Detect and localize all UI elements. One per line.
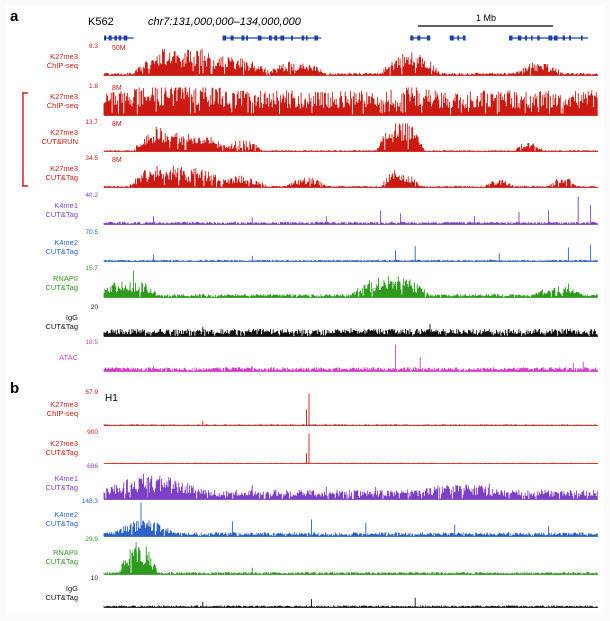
track-signal — [103, 123, 598, 152]
track-scale: 900 — [87, 429, 98, 436]
track-scale: 13.7 — [85, 119, 98, 126]
track-label: IgG CUT&Tag — [45, 313, 78, 331]
scalebar — [418, 25, 553, 27]
track-label: ATAC — [59, 352, 78, 362]
replicate-bracket — [22, 92, 28, 187]
scalebar-label: 1 Mb — [476, 13, 497, 23]
track-scale: 20 — [90, 304, 98, 311]
track-signal — [103, 244, 598, 262]
track-label: K27me3 ChIP-seq — [46, 92, 78, 110]
track-read-depth: 8M — [112, 121, 122, 128]
track-label: RNAPII CUT&Tag — [45, 548, 78, 566]
panel-b-cell-line: H1 — [105, 393, 118, 404]
track-signal — [103, 87, 598, 116]
track-signal — [103, 196, 598, 225]
track-scale: 15.7 — [85, 265, 98, 272]
track-scale: 40.2 — [85, 192, 98, 199]
track-label: RNAPII CUT&Tag — [45, 274, 78, 292]
panel-a-cell-line: K562 — [88, 16, 114, 28]
track-read-depth: 8M — [112, 157, 122, 164]
track-signal — [103, 48, 598, 76]
track-label: K27me3 ChIP-seq — [46, 400, 78, 418]
track-scale: 67.9 — [85, 389, 98, 396]
track-signal — [103, 502, 598, 537]
panel-b-letter: b — [10, 380, 20, 397]
track-scale: 18.5 — [85, 339, 98, 346]
track-label: K27me3 CUT&Tag — [45, 164, 78, 182]
track-scale: 70.5 — [85, 229, 98, 236]
track-signal — [103, 473, 598, 500]
track-signal — [103, 323, 598, 337]
track-scale: 148.3 — [81, 498, 98, 505]
track-signal — [103, 344, 598, 372]
track-label: K4me1 CUT&Tag — [45, 201, 78, 219]
track-read-depth: 50M — [112, 45, 126, 52]
track-scale: 1.8 — [88, 83, 98, 90]
track-read-depth: 8M — [112, 85, 122, 92]
track-signal — [103, 542, 598, 575]
track-signal — [103, 433, 598, 464]
track-label: K27me3 CUT&RUN — [41, 128, 78, 146]
track-signal — [103, 165, 598, 188]
track-label: K4me2 CUT&Tag — [45, 238, 78, 256]
track-signal — [103, 270, 598, 298]
panel-a-letter: a — [10, 8, 19, 25]
track-scale: 10 — [90, 575, 98, 582]
track-signal — [103, 597, 598, 608]
track-label: K27me3 CUT&Tag — [45, 439, 78, 457]
track-signal — [103, 393, 598, 426]
track-label: K27me3 ChIP-seq — [46, 52, 78, 70]
track-label: K4me1 CUT&Tag — [45, 474, 78, 492]
track-scale: 29.9 — [85, 536, 98, 543]
track-scale: 8.3 — [88, 43, 98, 50]
track-label: IgG CUT&Tag — [45, 584, 78, 602]
locus-label: chr7:131,000,000–134,000,000 — [148, 16, 301, 28]
track-scale: 34.5 — [85, 155, 98, 162]
gene-annotation-track — [104, 35, 589, 41]
track-label: K4me2 CUT&Tag — [45, 510, 78, 528]
track-scale: 686 — [87, 463, 98, 470]
